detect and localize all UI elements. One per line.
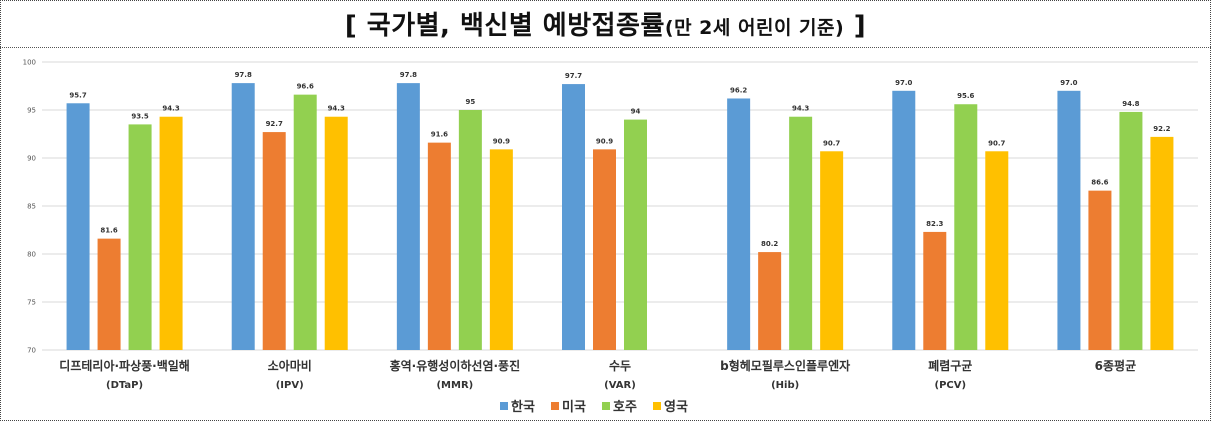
data-label: 94.3 xyxy=(328,105,345,113)
data-label: 97.8 xyxy=(235,71,252,79)
data-label: 81.6 xyxy=(100,227,117,235)
x-category-code: (VAR) xyxy=(604,380,636,391)
x-category-label: 수두 xyxy=(609,359,631,373)
x-category-label: 폐렴구균 xyxy=(928,358,972,373)
chart-title: [ 국가별, 백신별 예방접종률(만 2세 어린이 기준) ] xyxy=(345,5,866,42)
legend-label: 호주 xyxy=(613,400,637,415)
bar xyxy=(293,94,317,350)
x-category-code: (DTaP) xyxy=(106,380,143,391)
chart-title-main: [ 국가별, 백신별 예방접종률 xyxy=(344,11,665,41)
bar xyxy=(458,110,482,350)
data-label: 86.6 xyxy=(1091,179,1108,187)
chart-title-sub: (만 2세 어린이 기준) xyxy=(664,17,845,39)
legend-label: 미국 xyxy=(562,399,586,415)
x-category-label: b형헤모필루스인플루엔자 xyxy=(720,358,850,373)
bar xyxy=(231,83,255,350)
bar xyxy=(923,231,947,350)
data-label: 97.0 xyxy=(895,79,912,87)
bar xyxy=(758,252,782,350)
bar xyxy=(1119,111,1143,350)
data-label: 94.8 xyxy=(1122,100,1139,108)
x-category-code: (PCV) xyxy=(935,380,967,391)
data-label: 94.3 xyxy=(162,105,179,113)
x-category-label: 홍역·유행성이하선염·풍진 xyxy=(390,358,521,373)
data-label: 80.2 xyxy=(761,240,778,248)
x-category-label: 소아마비 xyxy=(268,358,312,373)
bar xyxy=(128,124,152,351)
x-category-code: (Hib) xyxy=(771,380,799,391)
y-tick-label: 70 xyxy=(27,347,36,355)
y-tick-label: 95 xyxy=(27,107,36,115)
data-label: 95.6 xyxy=(957,92,974,100)
bar xyxy=(324,116,348,350)
bar xyxy=(262,132,286,350)
data-label: 90.7 xyxy=(823,139,840,147)
data-label: 95 xyxy=(465,98,475,106)
bar xyxy=(159,116,183,350)
bar xyxy=(66,103,90,350)
x-category-code: (MMR) xyxy=(436,380,473,391)
bar xyxy=(396,83,420,350)
legend-swatch xyxy=(551,402,559,410)
data-label: 91.6 xyxy=(431,131,448,139)
data-label: 92.7 xyxy=(266,120,283,128)
data-label: 94.3 xyxy=(792,105,809,113)
data-label: 95.7 xyxy=(69,91,86,99)
data-label: 90.7 xyxy=(988,139,1005,147)
bar xyxy=(97,238,121,350)
bar xyxy=(562,84,585,350)
x-category-label: 6종평균 xyxy=(1095,359,1136,373)
data-label: 96.6 xyxy=(297,83,314,91)
y-tick-label: 90 xyxy=(27,155,36,163)
x-category-label: 디프테리아·파상풍·백일해 xyxy=(59,358,190,373)
data-label: 92.2 xyxy=(1153,125,1170,133)
y-tick-label: 100 xyxy=(23,59,36,67)
bar xyxy=(593,149,616,350)
chart-title-close: ] xyxy=(844,11,867,41)
data-label: 90.9 xyxy=(493,137,510,145)
data-label: 94 xyxy=(631,108,641,116)
legend-swatch xyxy=(653,402,661,410)
data-label: 96.2 xyxy=(730,86,747,94)
data-label: 90.9 xyxy=(596,137,613,145)
y-tick-label: 75 xyxy=(27,299,36,307)
bar xyxy=(624,119,647,350)
bar xyxy=(1088,190,1112,350)
y-tick-label: 80 xyxy=(27,251,36,259)
bar xyxy=(820,151,844,350)
bar-chart: 70 75 80 85 90 95 100 95.7 81.6 93.5 94.3 디프테리아·파상풍… xyxy=(23,59,1198,415)
bar xyxy=(1057,90,1081,351)
bar xyxy=(427,142,451,350)
bar xyxy=(789,116,813,350)
data-label: 97.8 xyxy=(400,71,417,79)
y-tick-label: 85 xyxy=(27,203,36,211)
bar xyxy=(489,149,513,350)
bar xyxy=(985,151,1009,350)
legend-label: 영국 xyxy=(664,400,688,415)
data-label: 82.3 xyxy=(926,220,943,228)
bar xyxy=(1150,136,1174,350)
bar xyxy=(954,104,978,350)
data-label: 97.0 xyxy=(1060,79,1077,87)
data-label: 93.5 xyxy=(131,112,148,120)
data-label: 97.7 xyxy=(565,72,582,80)
bar xyxy=(892,90,916,351)
legend-swatch xyxy=(500,402,508,410)
bar xyxy=(727,98,751,350)
legend-label: 한국 xyxy=(511,399,535,415)
legend-swatch xyxy=(602,402,610,410)
x-category-code: (IPV) xyxy=(276,380,304,391)
title-bar: [ 국가별, 백신별 예방접종률(만 2세 어린이 기준) ] xyxy=(0,0,1211,48)
